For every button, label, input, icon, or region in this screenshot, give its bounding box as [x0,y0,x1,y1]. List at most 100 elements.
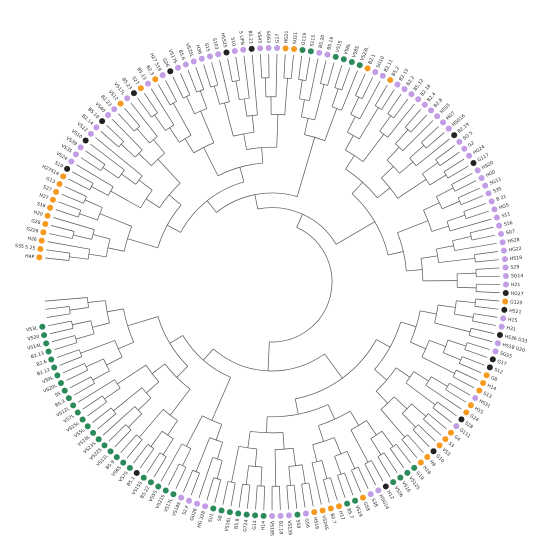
leaf-158: VS20L [42,380,64,395]
leaf-label: G117 [477,152,491,163]
branch-stem-15 [69,256,89,260]
branch-stem-392 [255,485,258,510]
leaf-marker [375,487,382,494]
leaf-marker [502,281,509,288]
branch-arc-461 [114,379,121,389]
branch-stem-36 [64,186,87,197]
leaf-9: G13 [45,176,63,188]
leaf-28: G26 [161,57,174,75]
leaf-marker [492,348,499,355]
branch-stem-5 [206,200,217,213]
branch-arc-474 [90,376,95,384]
leaf-label: G4 [453,434,462,443]
leaf-marker [248,45,255,52]
branch-stem-175 [381,89,395,110]
branch-stem-492 [51,335,75,343]
leaf-label: VS6L [343,42,352,55]
branch-stem-118 [227,58,233,82]
leaf-label: S27 [130,75,140,86]
branch-stem-227 [446,214,466,222]
branch-stem-497 [87,300,106,303]
branch-stem-484 [56,349,80,358]
branch-stem-246 [475,259,499,263]
leaf-label: VS35L [184,42,195,58]
branch-arc-51 [118,169,125,179]
leaf-label: SG 5 [462,130,474,141]
leaf-marker [502,264,509,271]
leaf-marker [340,56,347,63]
branch-arc-2 [257,207,337,245]
branch-stem-57 [95,137,143,177]
branch-stem-85 [143,92,158,114]
leaf-marker [499,239,506,246]
leaf-marker [130,90,137,97]
branch-arc-415 [192,469,200,474]
branch-stem-314 [393,396,408,410]
branch-stem-310 [437,401,457,417]
branch-stem-241 [471,234,496,241]
leaf-37: S UFN [237,31,247,53]
leaf-49: VS6L [340,42,352,63]
leaf-label: SG10 [375,55,386,69]
branch-stem-413 [198,457,213,499]
leaf-marker [174,64,181,71]
branch-stem-67 [153,139,165,154]
leaf-label: H26 [27,236,37,244]
branch-stem-417 [183,470,194,493]
leaf-81: HS18 [501,255,522,263]
branch-stem-276 [472,320,496,326]
leaf-marker [302,510,309,517]
branch-stem-265 [420,310,437,315]
branch-stem-296 [452,376,475,389]
leaf-label: H20 [33,209,44,217]
leaf-50: VS8S [348,45,361,66]
leaf-marker [500,315,507,322]
branch-stem-440 [133,444,149,464]
leaf-label: B2.8 [433,97,445,109]
branch-stem-437 [150,430,163,447]
leaf-marker [93,124,100,131]
branch-arc-212 [397,232,407,271]
leaf-109: G19 [411,464,425,481]
branch-stem-493 [72,320,91,326]
branch-arc-83 [151,112,158,118]
branch-stem-176 [362,134,385,162]
leaf-label: SU1 [207,513,215,523]
branch-stem-257 [267,341,270,371]
leaf-label: VS16L [224,516,233,532]
leaf-label: S15 [203,42,211,52]
leaf-label: HG0 [485,169,497,179]
leaf-marker [240,46,247,53]
leaf-73: S35 [485,186,503,197]
branch-stem-429 [169,388,191,416]
branch-arc-309 [432,401,438,409]
branch-stem-466 [78,379,115,403]
leaf-29: VS17S [167,49,181,71]
branch-stem-99 [187,69,198,93]
branch-stem-383 [279,486,281,510]
branch-stem-422 [175,467,187,489]
branch-stem-256 [476,291,500,294]
leaf-label: S28 [463,420,474,430]
branch-stem-287 [466,342,490,350]
leaf-76: S11 [493,211,511,221]
branch-stem-303 [431,376,448,387]
leaf-label: G119 [301,32,309,45]
leaf-marker [87,130,94,137]
branch-stem-48 [138,179,153,191]
leaf-label: G26 [30,218,41,226]
branch-stem-409 [216,460,223,479]
branch-stem-97 [199,90,208,109]
leaf-marker [54,372,61,379]
branch-arc-158 [351,193,389,256]
leaf-2: H26 [27,236,45,244]
branch-arc-68 [149,136,158,144]
branch-arc-204 [435,159,441,166]
branch-stem-373 [301,464,306,484]
branch-stem-161 [345,155,355,170]
leaf-marker [133,469,140,476]
leaf-marker [488,198,495,205]
leaf-label: HG 328 [196,510,207,528]
branch-stem-324 [380,409,406,438]
branch-stem-423 [168,463,180,486]
